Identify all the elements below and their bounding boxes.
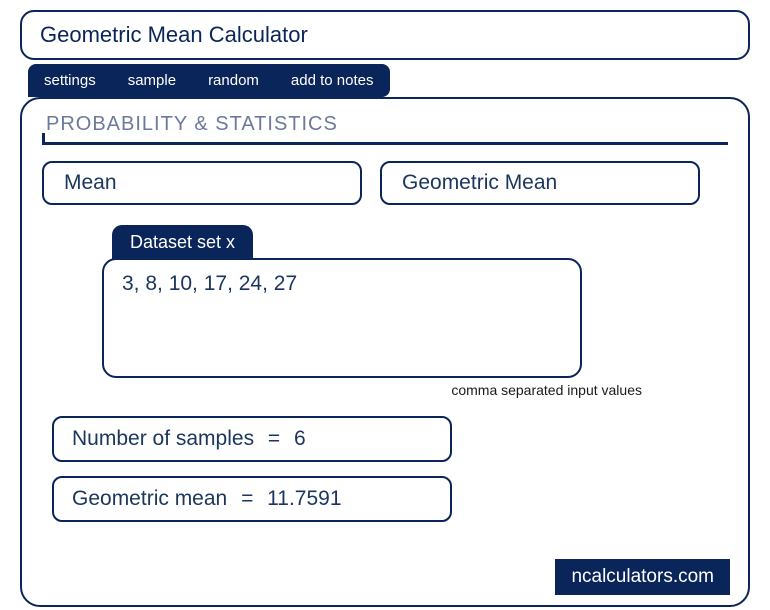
dataset-label: Dataset set x <box>112 225 253 260</box>
tab-add-to-notes[interactable]: add to notes <box>275 64 390 97</box>
result-geomean-value: 11.7591 <box>267 487 341 511</box>
result-samples-label: Number of samples <box>72 427 254 451</box>
result-samples: Number of samples = 6 <box>52 416 452 462</box>
result-geomean-label: Geometric mean <box>72 487 227 511</box>
tab-sample[interactable]: sample <box>112 64 192 97</box>
result-samples-value: 6 <box>294 427 306 451</box>
page-title: Geometric Mean Calculator <box>20 10 750 60</box>
equals-sign: = <box>235 487 259 511</box>
footer-badge[interactable]: ncalculators.com <box>555 559 730 595</box>
tab-random[interactable]: random <box>192 64 275 97</box>
tab-settings[interactable]: settings <box>28 64 112 97</box>
dataset-input[interactable]: 3, 8, 10, 17, 24, 27 <box>102 258 582 378</box>
main-panel: PROBABILITY & STATISTICS Mean Geometric … <box>20 97 750 607</box>
tab-bar: settings sample random add to notes <box>28 64 750 97</box>
dataset-helper: comma separated input values <box>102 382 642 398</box>
chip-geometric-mean[interactable]: Geometric Mean <box>380 161 700 205</box>
chip-row: Mean Geometric Mean <box>42 161 728 205</box>
dataset-container: Dataset set x 3, 8, 10, 17, 24, 27 comma… <box>102 225 728 398</box>
result-geomean: Geometric mean = 11.7591 <box>52 476 452 522</box>
section-header: PROBABILITY & STATISTICS <box>42 113 728 145</box>
equals-sign: = <box>262 427 286 451</box>
chip-mean[interactable]: Mean <box>42 161 362 205</box>
